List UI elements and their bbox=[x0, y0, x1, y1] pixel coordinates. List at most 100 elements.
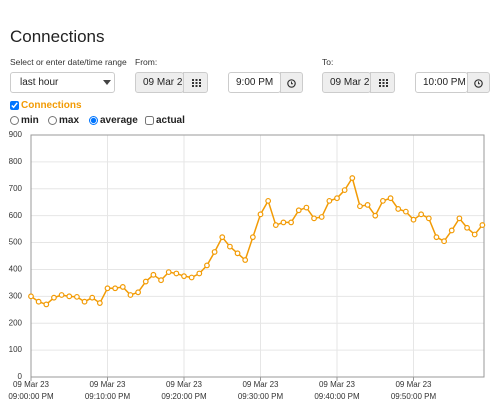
data-point bbox=[249, 234, 256, 241]
y-tick-label: 300 bbox=[9, 291, 23, 300]
calendar-button[interactable] bbox=[370, 72, 395, 93]
data-point bbox=[280, 219, 287, 226]
x-tick-label: 09:30:00 PM bbox=[238, 392, 284, 401]
data-point bbox=[456, 215, 463, 222]
from-label: From: bbox=[135, 57, 158, 67]
data-point bbox=[387, 195, 394, 202]
series-line bbox=[30, 176, 483, 306]
x-tick-label: 09:50:00 PM bbox=[391, 392, 437, 401]
mode-option: max bbox=[48, 115, 79, 126]
data-point bbox=[334, 195, 340, 202]
range-select[interactable]: last hour bbox=[10, 72, 115, 93]
data-point bbox=[204, 262, 210, 269]
data-point bbox=[81, 298, 88, 305]
mode-label: min bbox=[21, 115, 39, 126]
calendar-button[interactable] bbox=[183, 72, 208, 93]
to-label: To: bbox=[322, 57, 334, 67]
clock-icon bbox=[287, 79, 296, 88]
mode-radio[interactable] bbox=[89, 116, 98, 125]
data-point bbox=[265, 197, 272, 204]
data-point bbox=[364, 202, 371, 208]
mode-radio[interactable] bbox=[48, 116, 57, 125]
data-point bbox=[35, 298, 42, 305]
data-point bbox=[104, 285, 111, 292]
dropdown-icon bbox=[103, 80, 111, 85]
data-point bbox=[295, 207, 302, 214]
data-point bbox=[58, 292, 65, 298]
data-point bbox=[349, 175, 356, 181]
data-point bbox=[211, 249, 218, 255]
data-point bbox=[28, 293, 34, 300]
mode-radio[interactable] bbox=[10, 116, 19, 125]
data-point bbox=[234, 250, 241, 257]
data-point bbox=[112, 285, 119, 292]
from-date[interactable]: 09 Mar 2 bbox=[135, 72, 184, 93]
y-tick-label: 600 bbox=[9, 211, 23, 220]
data-point bbox=[119, 284, 126, 290]
data-point bbox=[402, 208, 409, 215]
data-point bbox=[326, 197, 333, 204]
x-tick-label: 09:00:00 PM bbox=[8, 392, 54, 401]
range-label: Select or enter date/time range bbox=[10, 57, 127, 67]
data-point bbox=[311, 215, 317, 222]
data-point bbox=[318, 214, 325, 220]
data-point bbox=[433, 234, 440, 241]
data-point bbox=[196, 270, 203, 277]
data-point bbox=[188, 274, 195, 281]
data-point bbox=[479, 222, 486, 228]
y-tick-label: 700 bbox=[9, 184, 23, 193]
range-select-text: last hour bbox=[20, 77, 59, 88]
x-tick-date: 09 Mar 23 bbox=[13, 380, 50, 389]
calendar-icon bbox=[379, 79, 388, 87]
mode-label: average bbox=[100, 115, 138, 126]
data-point bbox=[303, 204, 310, 211]
x-tick-label: 09:20:00 PM bbox=[161, 392, 207, 401]
data-point bbox=[73, 293, 80, 300]
x-tick-date: 09 Mar 23 bbox=[242, 380, 279, 389]
y-tick-label: 500 bbox=[9, 238, 23, 247]
clock-button[interactable] bbox=[280, 72, 303, 93]
data-point bbox=[395, 206, 402, 212]
data-point bbox=[135, 289, 142, 296]
plot-frame bbox=[30, 134, 485, 378]
data-point bbox=[242, 257, 249, 263]
data-point bbox=[150, 271, 157, 278]
data-point bbox=[219, 234, 226, 241]
data-point bbox=[288, 219, 295, 226]
series-name: Connections bbox=[21, 100, 82, 111]
data-point bbox=[464, 224, 470, 231]
mode-option: actual bbox=[145, 115, 185, 126]
y-tick-label: 400 bbox=[9, 265, 23, 274]
data-point bbox=[127, 292, 134, 298]
data-point bbox=[257, 211, 264, 218]
y-tick-label: 800 bbox=[9, 157, 23, 166]
clock-button[interactable] bbox=[467, 72, 490, 93]
data-point bbox=[471, 231, 478, 238]
x-tick-label: 09:40:00 PM bbox=[314, 392, 360, 401]
data-point bbox=[165, 269, 172, 276]
x-tick-label: 09:10:00 PM bbox=[85, 392, 131, 401]
x-tick-date: 09 Mar 23 bbox=[166, 380, 203, 389]
data-point bbox=[372, 212, 379, 219]
data-point bbox=[418, 211, 425, 218]
data-point bbox=[181, 273, 187, 280]
data-point bbox=[173, 270, 180, 277]
data-point bbox=[66, 293, 73, 300]
data-point bbox=[448, 227, 455, 234]
x-tick-date: 09 Mar 23 bbox=[395, 380, 432, 389]
mode-checkbox[interactable] bbox=[145, 116, 154, 125]
data-point bbox=[410, 216, 417, 223]
from-time[interactable]: 9:00 PM bbox=[228, 72, 281, 93]
data-point bbox=[43, 301, 50, 308]
y-tick-label: 0 bbox=[18, 372, 23, 381]
to-time[interactable]: 10:00 PM bbox=[415, 72, 468, 93]
data-point bbox=[89, 294, 96, 301]
series-checkbox[interactable] bbox=[10, 101, 19, 110]
to-date[interactable]: 09 Mar 2 bbox=[322, 72, 371, 93]
data-point bbox=[226, 243, 233, 250]
y-tick-label: 200 bbox=[9, 318, 23, 327]
data-point bbox=[441, 238, 448, 245]
data-point bbox=[341, 187, 348, 194]
